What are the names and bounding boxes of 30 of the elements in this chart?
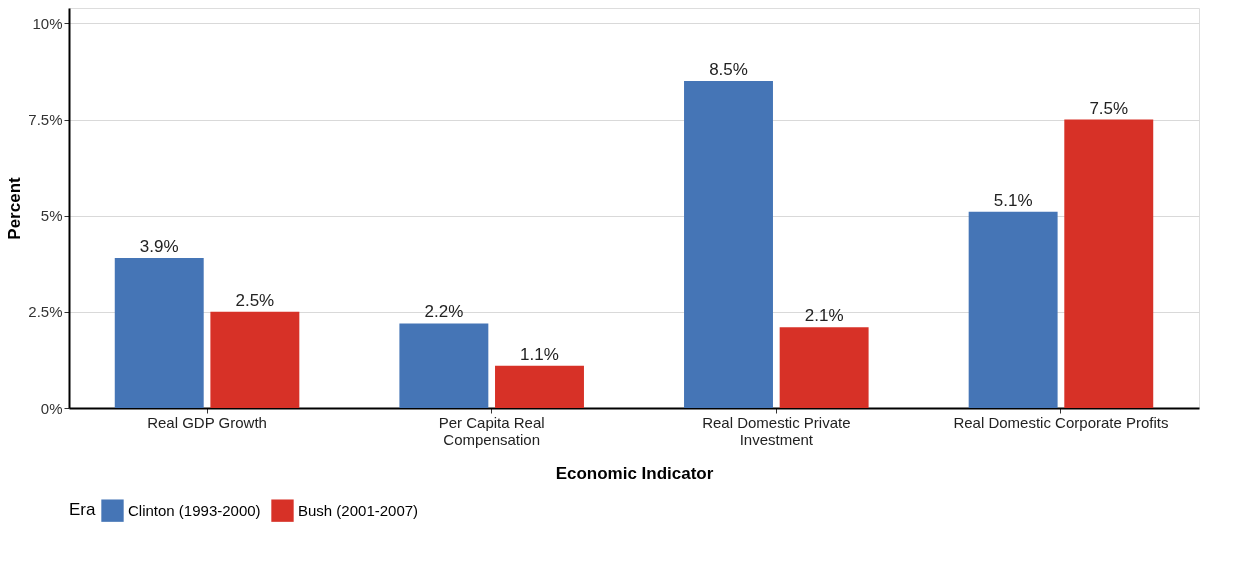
x-axis-title: Economic Indicator <box>555 463 714 483</box>
legend-label: Clinton (1993-2000) <box>128 501 261 519</box>
x-tick-label: Per Capita Real Compensation <box>438 413 545 448</box>
legend-title: Era <box>69 500 96 519</box>
data-label: 3.9% <box>139 237 179 256</box>
data-label: 1.1% <box>520 344 559 364</box>
data-label: 2.1% <box>804 306 844 326</box>
bar <box>1064 119 1154 408</box>
bar <box>495 365 584 408</box>
data-label: 8.5% <box>709 60 748 80</box>
y-axis-title: Percent <box>5 176 25 240</box>
bar <box>114 258 204 408</box>
data-label: 2.5% <box>235 290 275 310</box>
x-tick-label: Real Domestic Private Investment <box>702 413 851 448</box>
data-label: 5.1% <box>993 190 1033 210</box>
y-tick-label: 2.5% <box>28 303 63 321</box>
data-label: 2.2% <box>424 302 464 322</box>
bar <box>399 323 489 408</box>
bar <box>779 327 869 408</box>
x-tick-label: Real Domestic Corporate Profits <box>953 413 1169 431</box>
data-label: 7.5% <box>1089 98 1129 118</box>
bar <box>968 211 1058 408</box>
y-tick-label: 0% <box>40 399 63 417</box>
bar <box>684 81 773 408</box>
x-tick-label: Real GDP Growth <box>147 413 267 431</box>
y-tick-label: 7.5% <box>28 111 63 129</box>
y-tick-label: 5% <box>40 207 63 225</box>
y-tick-label: 10% <box>32 14 63 32</box>
bar <box>210 311 300 408</box>
legend-label: Bush (2001-2007) <box>298 501 419 519</box>
